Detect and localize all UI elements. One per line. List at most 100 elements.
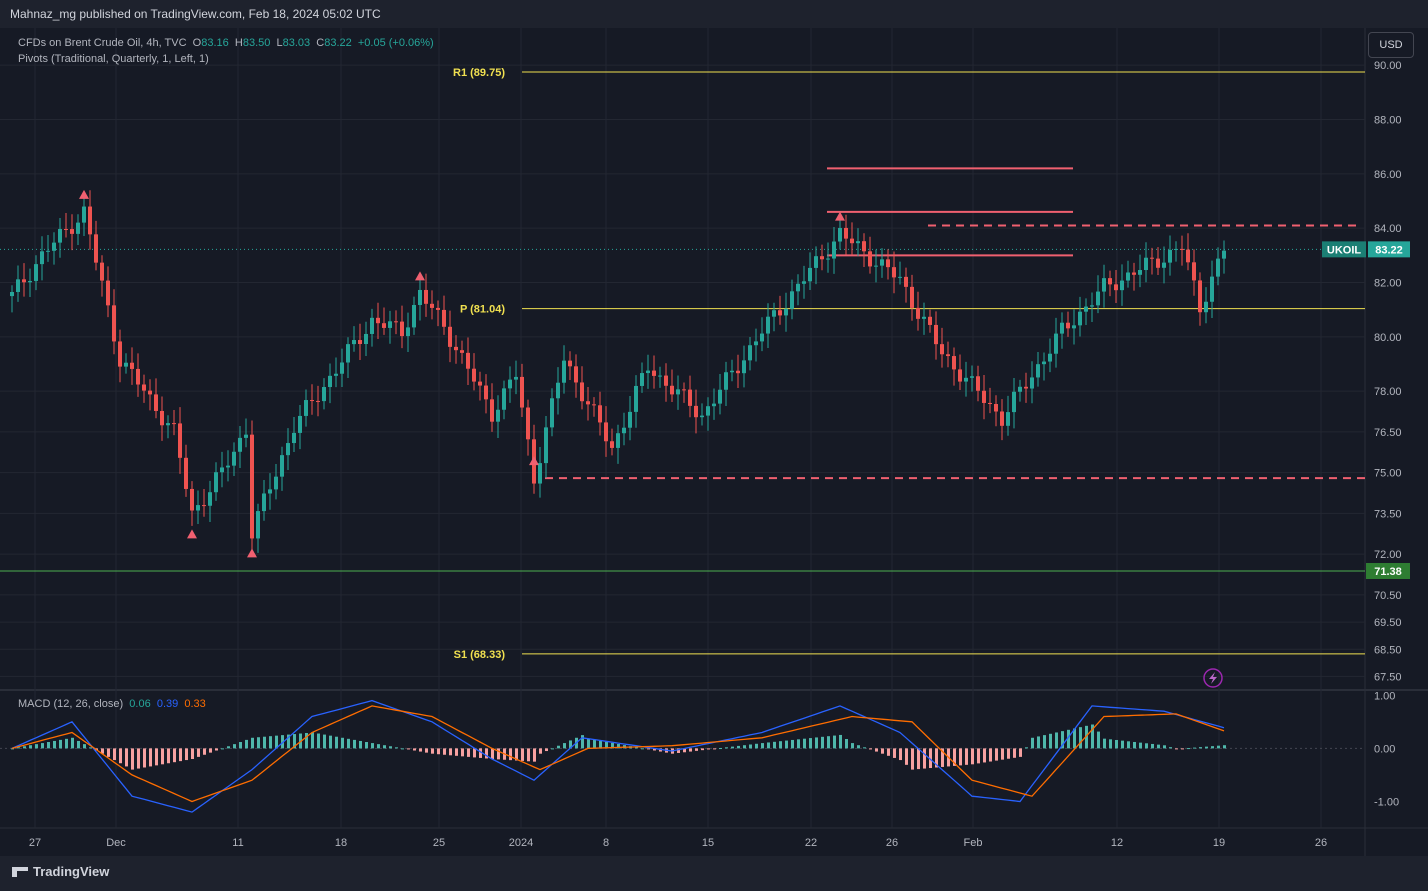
macd-histogram-value: 0.06	[129, 698, 151, 710]
candle-body	[1060, 322, 1064, 334]
candles	[10, 190, 1226, 554]
macd-histogram-bar	[917, 748, 920, 770]
candle-body	[856, 241, 860, 244]
macd-histogram-bar	[311, 732, 314, 749]
footer-bar: TradingView	[0, 856, 1428, 891]
candle-body	[1162, 262, 1166, 268]
candle-body	[574, 366, 578, 383]
swing-high-marker	[415, 271, 425, 281]
macd-histogram-bar	[1085, 725, 1088, 749]
macd-histogram-bar	[1199, 747, 1202, 749]
candle-body	[634, 385, 638, 412]
candle-body	[934, 324, 938, 345]
candle-body	[1090, 305, 1094, 307]
candle-body	[940, 344, 944, 355]
candle-body	[874, 265, 878, 267]
price-tick-label: 82.00	[1374, 278, 1402, 290]
candle-body	[1186, 249, 1190, 263]
candle-body	[412, 304, 416, 328]
macd-histogram-bar	[875, 748, 878, 752]
last-price-label: 83.22	[1375, 244, 1403, 256]
candle-body	[364, 333, 368, 345]
macd-histogram-bar	[1139, 742, 1142, 749]
candle-body	[766, 316, 770, 334]
macd-histogram-bar	[1211, 746, 1214, 749]
candle-body	[370, 317, 374, 334]
price-tick-label: 84.00	[1374, 223, 1402, 235]
macd-histogram-bar	[473, 748, 476, 758]
macd-histogram-bar	[1151, 743, 1154, 749]
currency-button[interactable]: USD	[1368, 32, 1414, 58]
candle-body	[268, 489, 272, 494]
candle-body	[724, 372, 728, 390]
chart-area[interactable]: R1 (89.75) P (81.04) S1 (68.33) 67.50 68.50…	[0, 28, 1428, 856]
candle-body	[604, 422, 608, 442]
macd-histogram-bar	[839, 734, 842, 749]
macd-histogram-bar	[995, 748, 998, 761]
candle-body	[322, 387, 326, 402]
candle-body	[586, 401, 590, 405]
macd-signal-line	[11, 705, 1225, 803]
candle-body	[196, 505, 200, 511]
candle-body	[826, 258, 830, 260]
candle-body	[1030, 377, 1034, 389]
candle-body	[304, 400, 308, 416]
macd-histogram-bar	[1091, 724, 1094, 749]
macd-histogram-bar	[191, 748, 194, 759]
macd-histogram-bar	[155, 748, 158, 766]
candle-body	[730, 370, 734, 373]
macd-histogram-bar	[89, 747, 92, 749]
candle-body	[256, 511, 260, 539]
macd-histogram-bar	[263, 736, 266, 749]
candle-body	[850, 238, 854, 244]
macd-histogram-bar	[707, 748, 710, 750]
macd-histogram-bar	[569, 740, 572, 749]
macd-histogram-bar	[221, 748, 224, 750]
swing-high-marker	[529, 456, 539, 466]
candle-body	[670, 385, 674, 395]
macd-histogram-bar	[329, 735, 332, 749]
macd-histogram-bar	[599, 740, 602, 749]
candle-body	[1192, 262, 1196, 281]
candle-body	[844, 227, 848, 239]
candle-body	[484, 385, 488, 400]
macd-histogram-bar	[143, 748, 146, 768]
candle-body	[832, 241, 836, 259]
candle-body	[1132, 272, 1136, 275]
candle-body	[478, 381, 482, 386]
candle-body	[106, 280, 110, 306]
macd-tick-label: 0.00	[1374, 743, 1395, 755]
candle-body	[52, 242, 56, 251]
macd-histogram-bar	[167, 748, 170, 764]
macd-histogram-bar	[647, 748, 650, 750]
macd-histogram-bar	[347, 738, 350, 749]
macd-histogram-bar	[755, 743, 758, 749]
price-chart-svg[interactable]: R1 (89.75) P (81.04) S1 (68.33) 67.50 68.50…	[0, 28, 1428, 856]
pivots-indicator-label[interactable]: Pivots (Traditional, Quarterly, 1, Left,…	[18, 53, 209, 65]
macd-histogram-bar	[431, 748, 434, 754]
candle-body	[1018, 386, 1022, 392]
candle-body	[700, 415, 704, 418]
symbol-legend: CFDs on Brent Crude Oil, 4h, TVC O83.16 …	[18, 35, 434, 67]
candle-body	[1174, 248, 1178, 250]
macd-histogram-bar	[1181, 748, 1184, 750]
macd-histogram-bar	[863, 747, 866, 749]
candle-body	[520, 376, 524, 408]
macd-histogram-bar	[323, 734, 326, 749]
candle-body	[922, 316, 926, 319]
macd-histogram-bar	[1007, 748, 1010, 759]
candle-body	[1108, 278, 1112, 285]
macd-histogram-bar	[107, 748, 110, 757]
candle-body	[622, 427, 626, 434]
published-text: Mahnaz_mg published on TradingView.com, …	[10, 7, 381, 21]
candle-body	[1180, 248, 1184, 250]
macd-histogram-bar	[641, 748, 644, 750]
macd-legend[interactable]: MACD (12, 26, close) 0.06 0.39 0.33	[18, 698, 206, 710]
macd-histogram-bar	[779, 741, 782, 749]
candle-body	[292, 432, 296, 444]
macd-histogram-bar	[1187, 748, 1190, 750]
candle-body	[100, 262, 104, 281]
macd-histogram-bar	[1037, 736, 1040, 749]
candle-body	[808, 267, 812, 282]
macd-histogram-bar	[893, 748, 896, 758]
